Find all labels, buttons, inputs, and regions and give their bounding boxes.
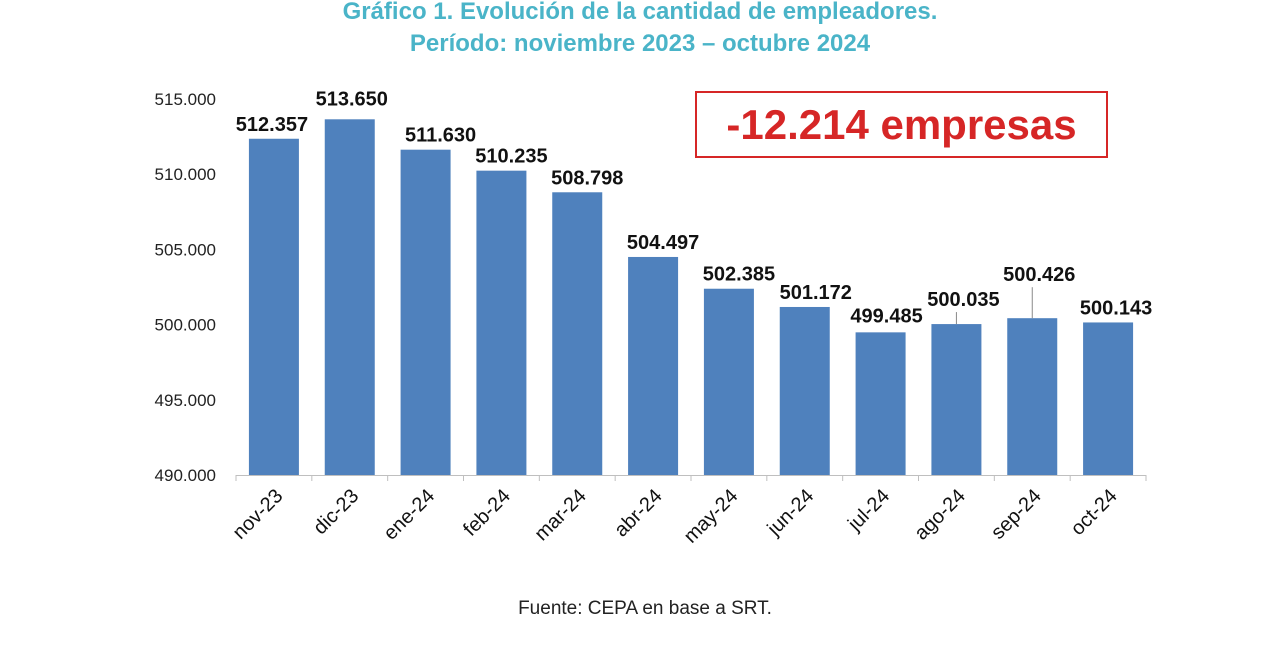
bar-sep-24: [1007, 318, 1058, 475]
data-label: 500.426: [1003, 264, 1075, 286]
bar-feb-24: [476, 170, 527, 476]
bar-jun-24: [779, 306, 830, 475]
x-tick-label: feb-24: [459, 485, 515, 541]
bar-jul-24: [855, 332, 906, 475]
data-label: 512.357: [236, 114, 308, 136]
total-change-callout: -12.214 empresas: [695, 91, 1108, 158]
y-tick-label: 505.000: [155, 240, 216, 259]
x-tick-label: dic-23: [309, 485, 363, 539]
bar-abr-24: [628, 256, 679, 475]
bar-dic-23: [324, 119, 375, 475]
data-label: 511.630: [405, 125, 476, 147]
data-label: 499.485: [850, 305, 922, 327]
y-tick-label: 490.000: [155, 466, 216, 485]
bar-may-24: [703, 288, 754, 475]
x-tick-label: mar-24: [530, 485, 590, 545]
data-label: 500.035: [927, 289, 999, 311]
data-label: 513.650: [316, 88, 388, 110]
source-note: Fuente: CEPA en base a SRT.: [518, 598, 772, 619]
x-tick-label: abr-24: [610, 485, 666, 541]
data-label: 501.172: [780, 282, 852, 304]
bar-ene-24: [400, 149, 451, 475]
x-tick-label: nov-23: [229, 485, 288, 544]
data-label: 504.497: [627, 232, 699, 254]
x-tick-label: jun-24: [763, 485, 819, 541]
x-tick-label: jul-24: [843, 485, 894, 536]
data-label: 510.235: [475, 146, 547, 168]
x-tick-label: ago-24: [910, 485, 970, 545]
y-tick-label: 495.000: [155, 391, 216, 410]
bar-oct-24: [1083, 322, 1134, 475]
y-tick-label: 500.000: [155, 316, 216, 335]
bar-ago-24: [931, 324, 982, 475]
y-tick-label: 515.000: [155, 90, 216, 109]
y-tick-label: 510.000: [155, 165, 216, 184]
data-label: 500.143: [1080, 297, 1152, 319]
chart-title: Gráfico 1. Evolución de la cantidad de e…: [342, 0, 938, 25]
data-label: 502.385: [703, 264, 775, 286]
data-label: 508.798: [551, 167, 623, 189]
chart-subtitle: Período: noviembre 2023 – octubre 2024: [409, 30, 871, 57]
x-tick-label: oct-24: [1067, 485, 1122, 540]
x-tick-label: may-24: [680, 485, 743, 548]
bar-nov-23: [248, 138, 299, 475]
bar-mar-24: [552, 192, 603, 475]
x-tick-label: sep-24: [987, 485, 1046, 544]
x-tick-label: ene-24: [380, 485, 440, 545]
